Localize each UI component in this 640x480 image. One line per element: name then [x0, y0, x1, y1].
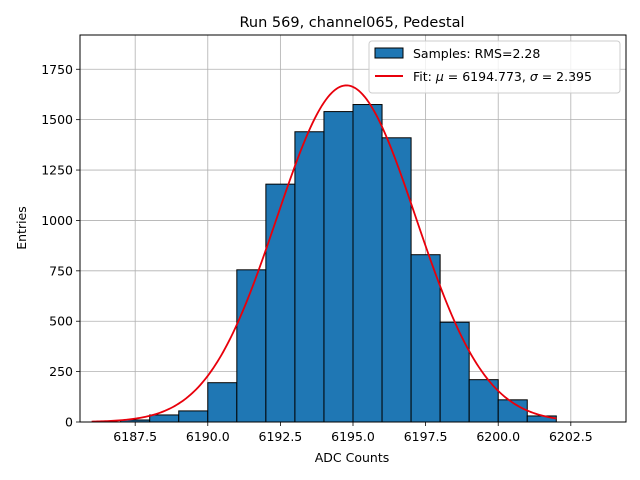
histogram-bar	[178, 410, 209, 423]
x-axis-label: ADC Counts	[315, 450, 390, 465]
histogram-bar	[439, 321, 470, 423]
x-axis-ticks: 6187.5 6190.0 6192.5 6195.0 6197.5 6200.0 6202…	[113, 422, 593, 444]
histogram-bar	[265, 183, 296, 423]
legend-label-fit: Fit: μ = 6194.773, σ = 2.395	[413, 69, 592, 84]
legend-swatch-samples	[374, 47, 404, 59]
chart-title: Run 569, channel065, Pedestal	[239, 15, 464, 31]
x-tick-label: 6200.0	[476, 429, 520, 444]
x-tick-label: 6197.5	[404, 429, 448, 444]
histogram-bar	[294, 131, 325, 423]
legend-label-samples: Samples: RMS=2.28	[413, 46, 540, 61]
histogram-bar	[410, 254, 441, 423]
y-tick-label: 1000	[41, 213, 73, 228]
legend-fit-sigma-value: = 2.395	[538, 69, 592, 84]
y-tick-label: 1750	[41, 62, 73, 77]
fit-curve-layer	[91, 84, 557, 423]
histogram-bars	[120, 104, 557, 423]
y-axis-label: Entries	[14, 206, 29, 250]
x-tick-label: 6190.0	[186, 429, 230, 444]
histogram-bar	[207, 382, 238, 423]
histogram-bar	[381, 137, 412, 423]
legend-fit-mu-symbol: μ	[435, 69, 444, 84]
histogram-bar	[236, 269, 267, 423]
y-tick-label: 500	[49, 314, 73, 329]
x-tick-label: 6192.5	[259, 429, 303, 444]
histogram-bar	[149, 414, 180, 423]
x-tick-label: 6195.0	[331, 429, 375, 444]
histogram-bar	[323, 111, 354, 423]
y-tick-label: 1500	[41, 112, 73, 127]
y-tick-label: 250	[49, 364, 73, 379]
histogram-bar	[352, 104, 383, 423]
y-tick-label: 750	[49, 263, 73, 278]
legend-fit-mu-value: = 6194.773,	[444, 69, 530, 84]
y-tick-label: 1250	[41, 163, 73, 178]
legend-fit-sigma-symbol: σ	[530, 69, 539, 84]
legend-box	[368, 40, 621, 94]
legend-fit-prefix: Fit:	[413, 69, 436, 84]
x-tick-label: 6202.5	[549, 429, 593, 444]
x-tick-label: 6187.5	[113, 429, 157, 444]
y-tick-label: 0	[65, 415, 73, 430]
legend: Samples: RMS=2.28 Fit: μ = 6194.773, σ =…	[368, 40, 621, 94]
y-axis-ticks: 0 250 500 750 1000 1250 1500 1750	[41, 62, 80, 430]
fit-curve	[91, 84, 557, 423]
